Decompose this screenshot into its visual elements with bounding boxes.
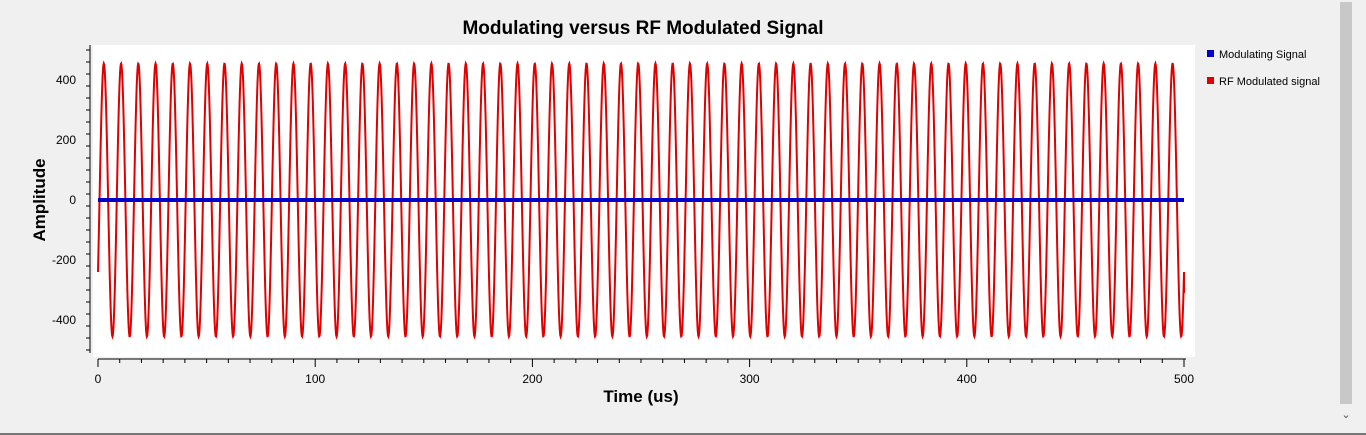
x-tick-label: 500: [1174, 372, 1194, 386]
vertical-scrollbar[interactable]: ⌄: [1338, 0, 1354, 426]
y-axis: -400 -200 0 200 400: [52, 45, 91, 353]
legend: Modulating Signal RF Modulated signal: [1207, 49, 1320, 88]
window-bottom-border: [0, 433, 1366, 435]
y-tick-label: 400: [56, 73, 76, 87]
x-tick-label: 400: [957, 372, 977, 386]
legend-label-modulating: Modulating Signal: [1219, 49, 1306, 61]
x-axis: 0 100 200 300 400 500: [95, 358, 1194, 386]
legend-label-rf: RF Modulated signal: [1219, 76, 1320, 88]
chevron-down-icon[interactable]: ⌄: [1341, 408, 1351, 421]
x-tick-label: 0: [95, 372, 102, 386]
x-tick-label: 100: [305, 372, 325, 386]
y-axis-label: Amplitude: [30, 158, 49, 241]
legend-swatch-modulating: [1207, 50, 1214, 57]
series-layer: [97, 60, 1185, 340]
y-tick-label: -400: [52, 313, 76, 327]
legend-swatch-rf: [1207, 77, 1214, 84]
chart-title: Modulating versus RF Modulated Signal: [462, 18, 823, 39]
y-tick-label: 0: [69, 193, 76, 207]
y-tick-label: 200: [56, 133, 76, 147]
series-line-rf-modulated: [97, 60, 1185, 340]
x-tick-label: 200: [522, 372, 542, 386]
y-tick-label: -200: [52, 253, 76, 267]
x-axis-label: Time (us): [603, 387, 678, 406]
scrollbar-thumb[interactable]: [1340, 2, 1352, 404]
x-tick-label: 300: [740, 372, 760, 386]
